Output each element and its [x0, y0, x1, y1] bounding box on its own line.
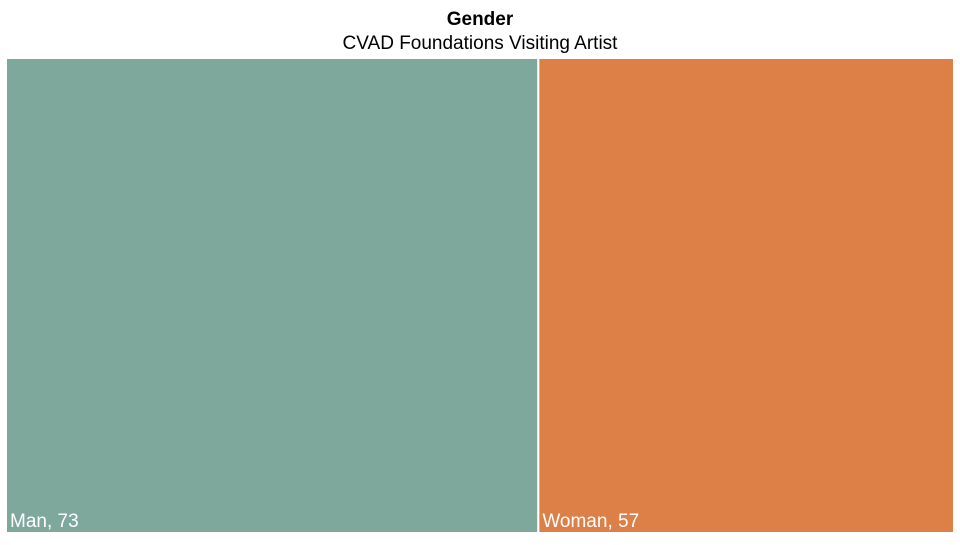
tile-label: Woman, 57: [542, 511, 639, 532]
tile: [537, 57, 955, 534]
tile: [5, 57, 540, 534]
chart-subtitle: CVAD Foundations Visiting Artist: [343, 33, 619, 54]
chart-title: Gender: [447, 9, 514, 30]
tile-label: Man, 73: [10, 511, 79, 532]
